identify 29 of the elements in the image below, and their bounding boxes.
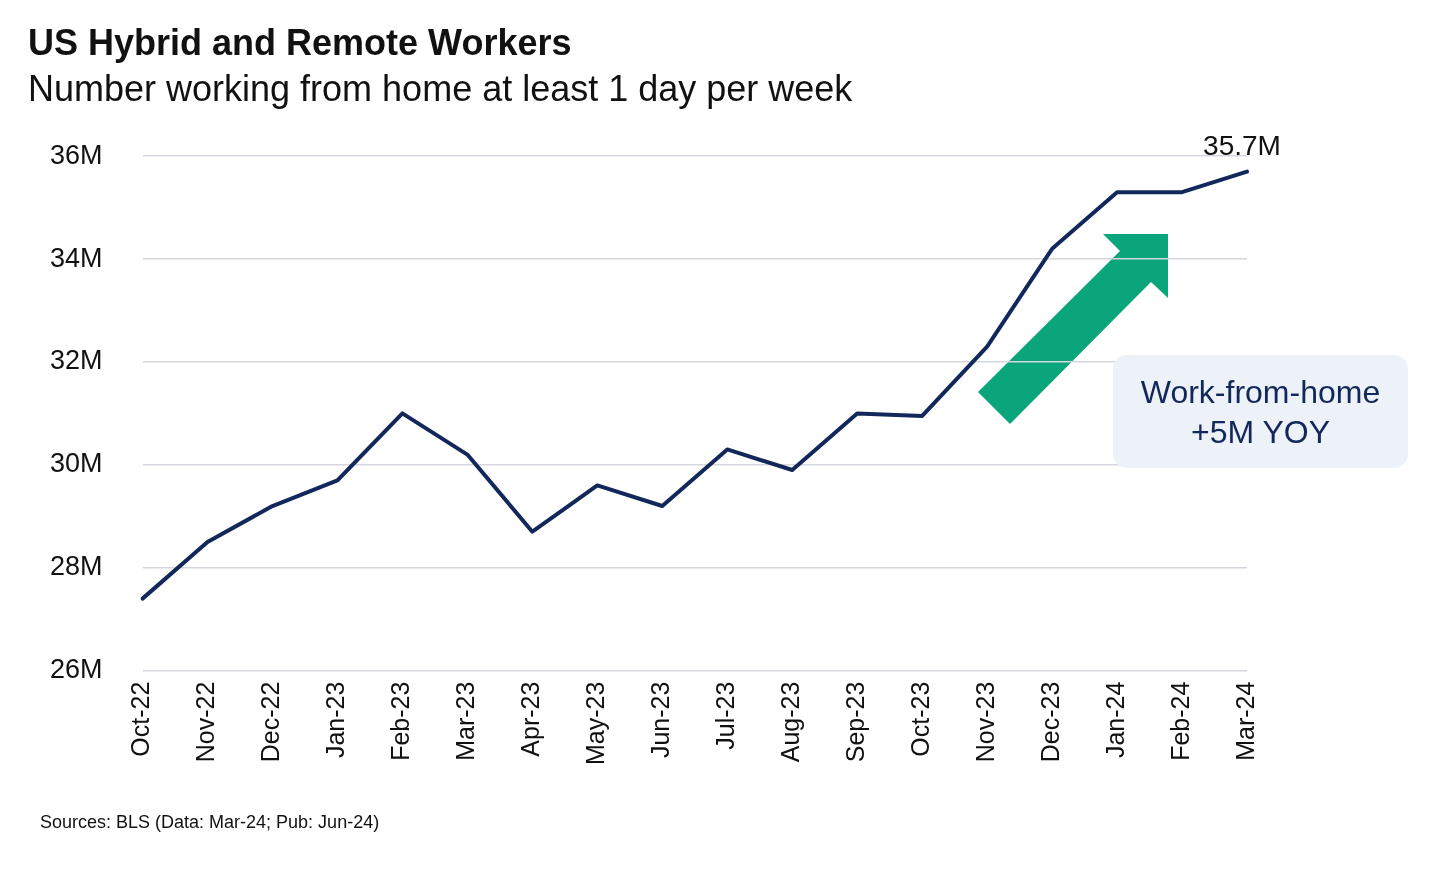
y-tick-label: 28M bbox=[49, 551, 103, 582]
x-tick-label: Oct-23 bbox=[906, 681, 935, 757]
y-tick-label: 36M bbox=[49, 139, 103, 170]
x-tick-label: Dec-23 bbox=[1035, 681, 1064, 763]
x-tick-label: Jan-23 bbox=[321, 681, 350, 759]
chart-title: US Hybrid and Remote Workers bbox=[28, 22, 572, 64]
x-tick-label: Oct-22 bbox=[126, 681, 155, 757]
x-tick-label: Feb-23 bbox=[386, 681, 415, 761]
chart-subtitle: Number working from home at least 1 day per week bbox=[28, 68, 853, 110]
x-tick-label: Dec-22 bbox=[256, 681, 285, 763]
x-tick-label: Feb-24 bbox=[1165, 681, 1194, 761]
annotation: 35.7M bbox=[1203, 130, 1281, 162]
annotation: Work-from-home +5M YOY bbox=[1113, 355, 1408, 468]
x-tick-label: Nov-23 bbox=[971, 681, 1000, 763]
x-tick-label: Nov-22 bbox=[191, 681, 220, 763]
x-tick-label: Apr-23 bbox=[516, 681, 545, 757]
x-tick-label: Jun-23 bbox=[646, 681, 675, 759]
x-tick-label: Mar-24 bbox=[1230, 681, 1259, 761]
source-note: Sources: BLS (Data: Mar-24; Pub: Jun-24) bbox=[40, 812, 380, 833]
x-tick-label: May-23 bbox=[581, 681, 610, 766]
y-tick-label: 30M bbox=[49, 448, 103, 479]
y-tick-label: 32M bbox=[49, 345, 103, 376]
x-tick-label: Sep-23 bbox=[841, 681, 870, 763]
x-tick-label: Mar-23 bbox=[451, 681, 480, 761]
x-tick-label: Jan-24 bbox=[1100, 681, 1129, 759]
x-tick-label: Aug-23 bbox=[776, 681, 805, 763]
y-tick-label: 34M bbox=[49, 242, 103, 273]
y-tick-label: 26M bbox=[49, 654, 103, 685]
x-tick-label: Jul-23 bbox=[711, 681, 740, 750]
